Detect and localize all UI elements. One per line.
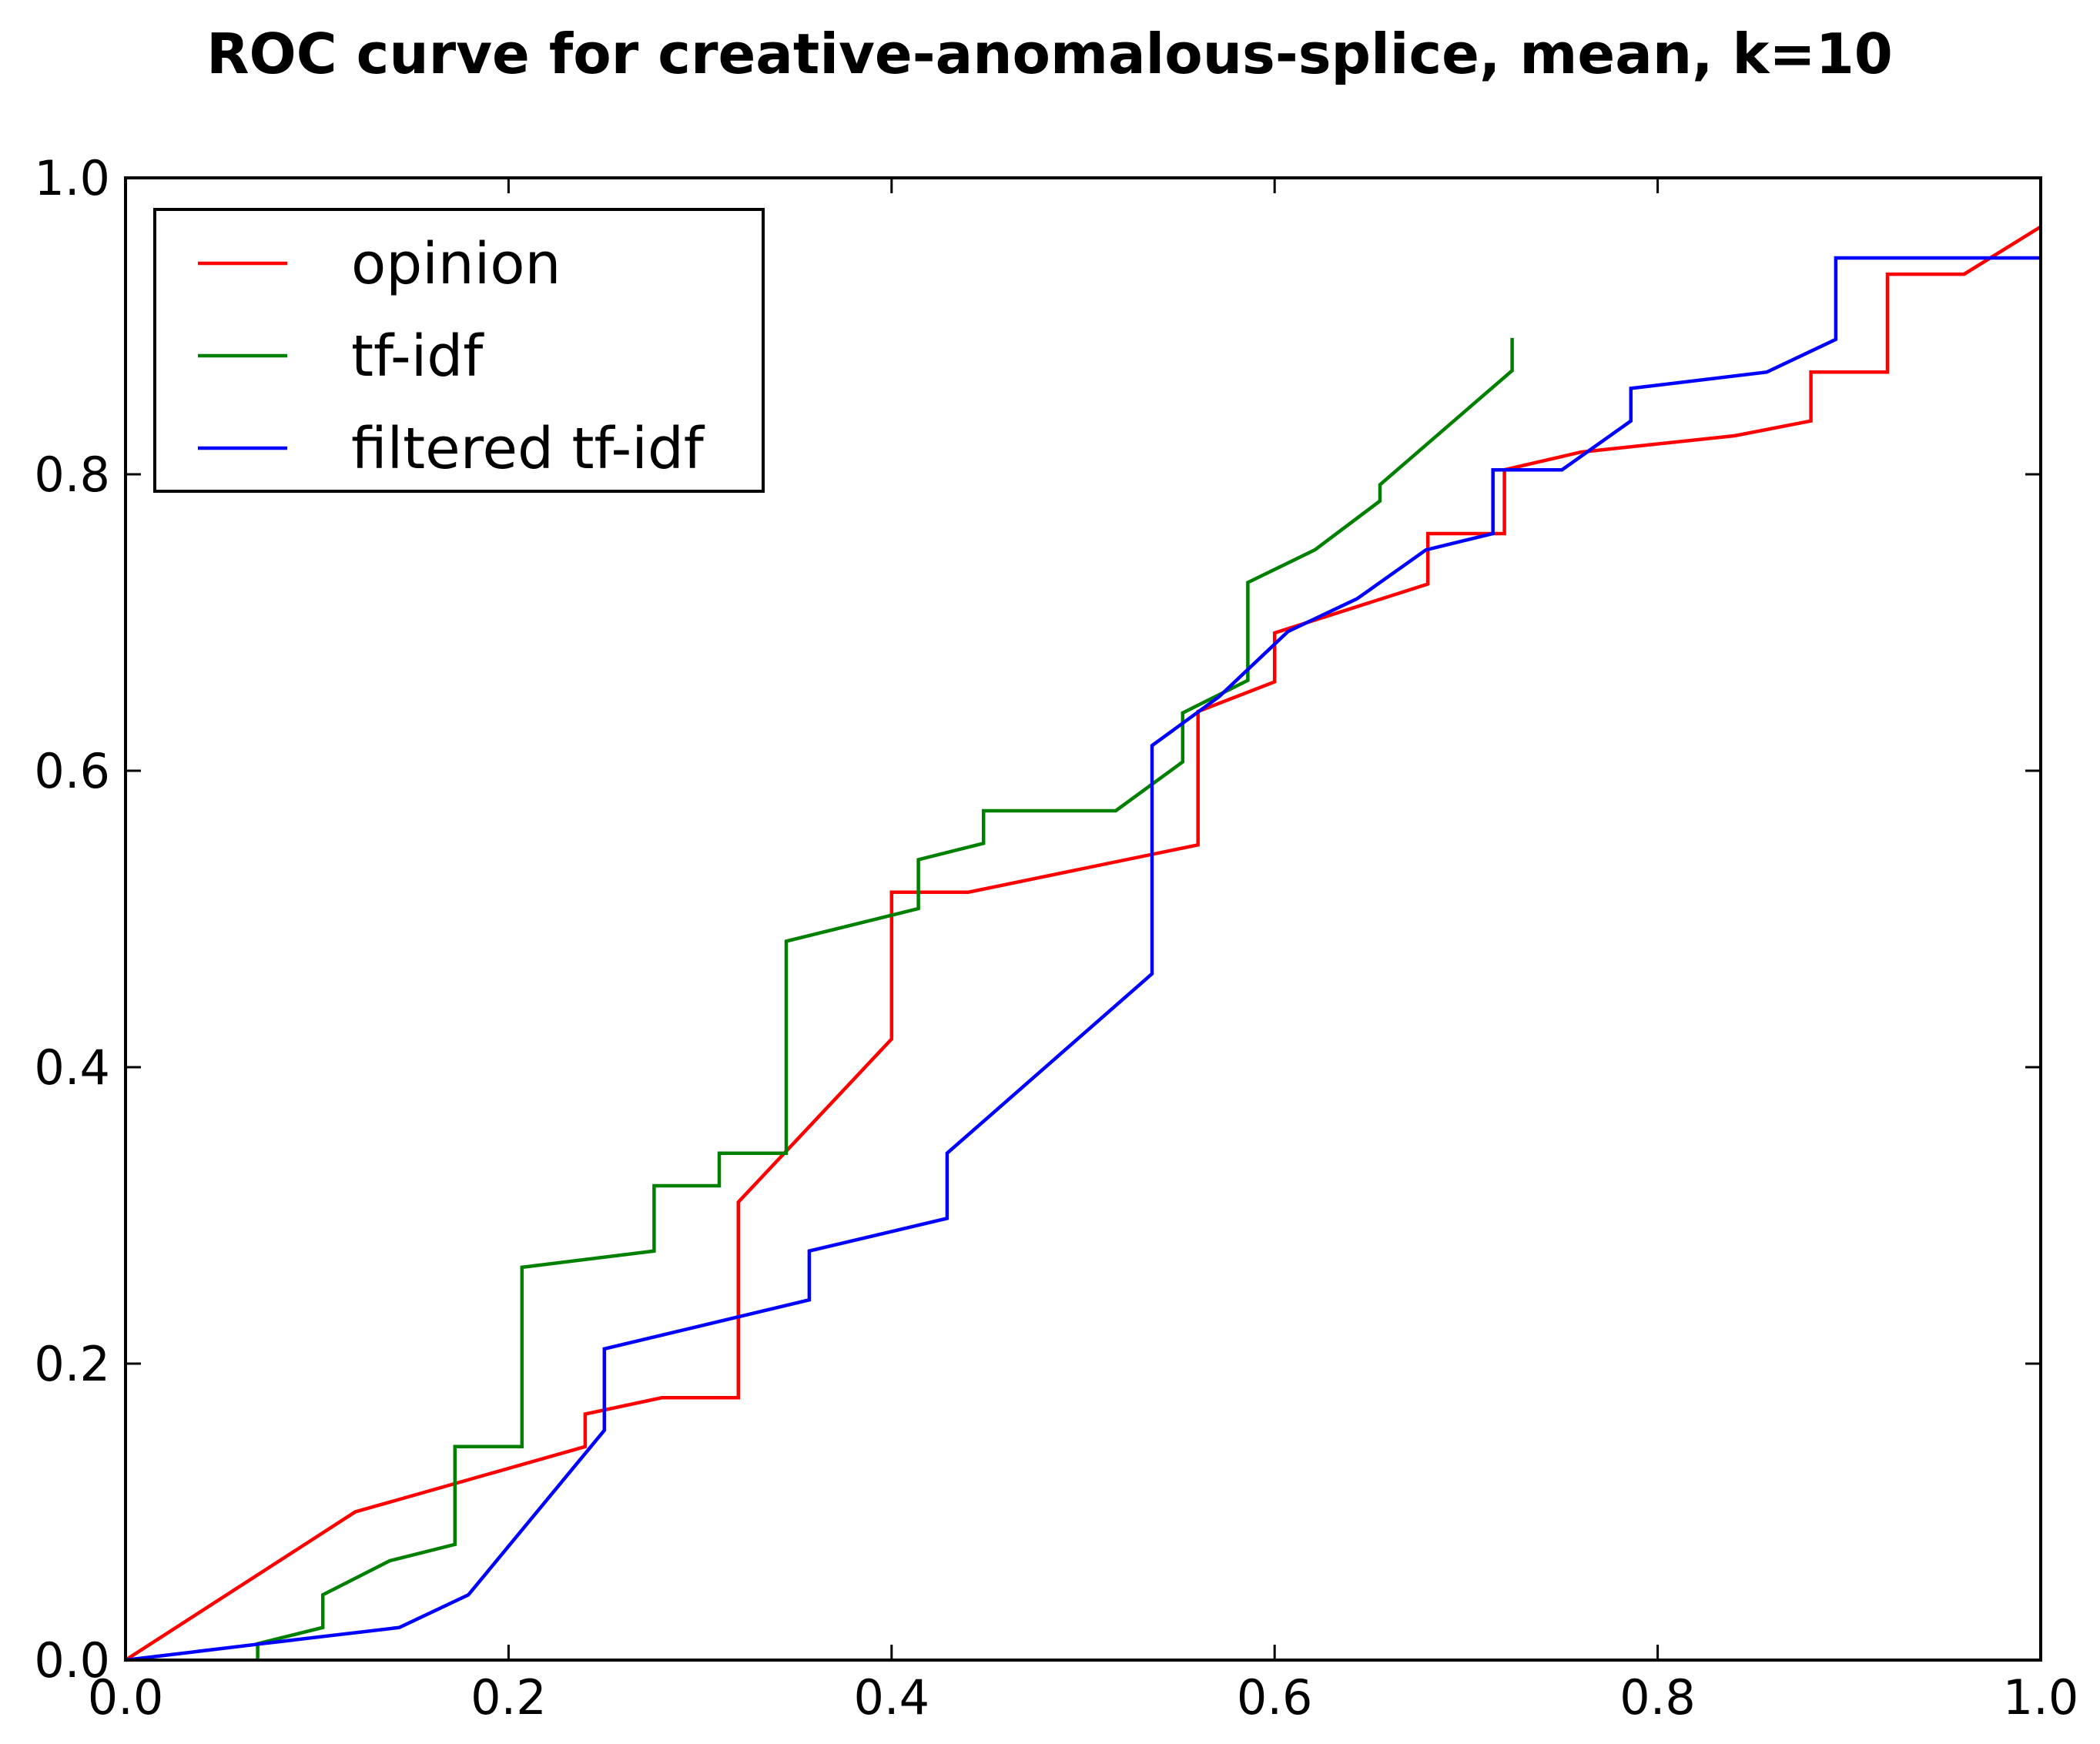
series-line-filtered-tf-idf (125, 256, 2041, 1662)
x-tick-label: 0.4 (853, 1669, 929, 1726)
y-tick-label: 0.8 (34, 447, 110, 503)
y-tick-label: 0.0 (34, 1632, 110, 1689)
plot-area (124, 225, 2042, 1662)
x-tick-label: 0.6 (1237, 1669, 1313, 1726)
y-tick-label: 0.2 (34, 1336, 110, 1392)
axis-ticks: 0.0 0.2 0.4 0.6 0.8 1.0 0.0 0.2 0.4 0.6 0.8 1.0 (34, 150, 2078, 1726)
x-tick-label: 1.0 (2003, 1669, 2079, 1726)
legend-label-filtered-tf-idf: filtered tf-idf (351, 416, 705, 482)
axes-frame (124, 176, 2042, 1662)
series-line-opinion (124, 225, 2042, 1662)
x-tick-label: 0.8 (1619, 1669, 1696, 1726)
legend-label-tf-idf: tf-idf (351, 323, 484, 390)
y-tick-label: 0.6 (34, 743, 110, 799)
y-tick-label: 0.4 (34, 1039, 110, 1096)
x-tick-label: 0.0 (88, 1669, 164, 1726)
legend-label-opinion: opinion (351, 231, 561, 297)
chart-title: ROC curve for creative-anomalous-splice,… (206, 22, 1893, 86)
series-line-tf-idf (256, 337, 1514, 1660)
legend-box (153, 208, 765, 493)
legend: opinion tf-idf filtered tf-idf (153, 208, 765, 493)
y-tick-label: 1.0 (34, 150, 110, 206)
x-tick-label: 0.2 (471, 1669, 547, 1726)
